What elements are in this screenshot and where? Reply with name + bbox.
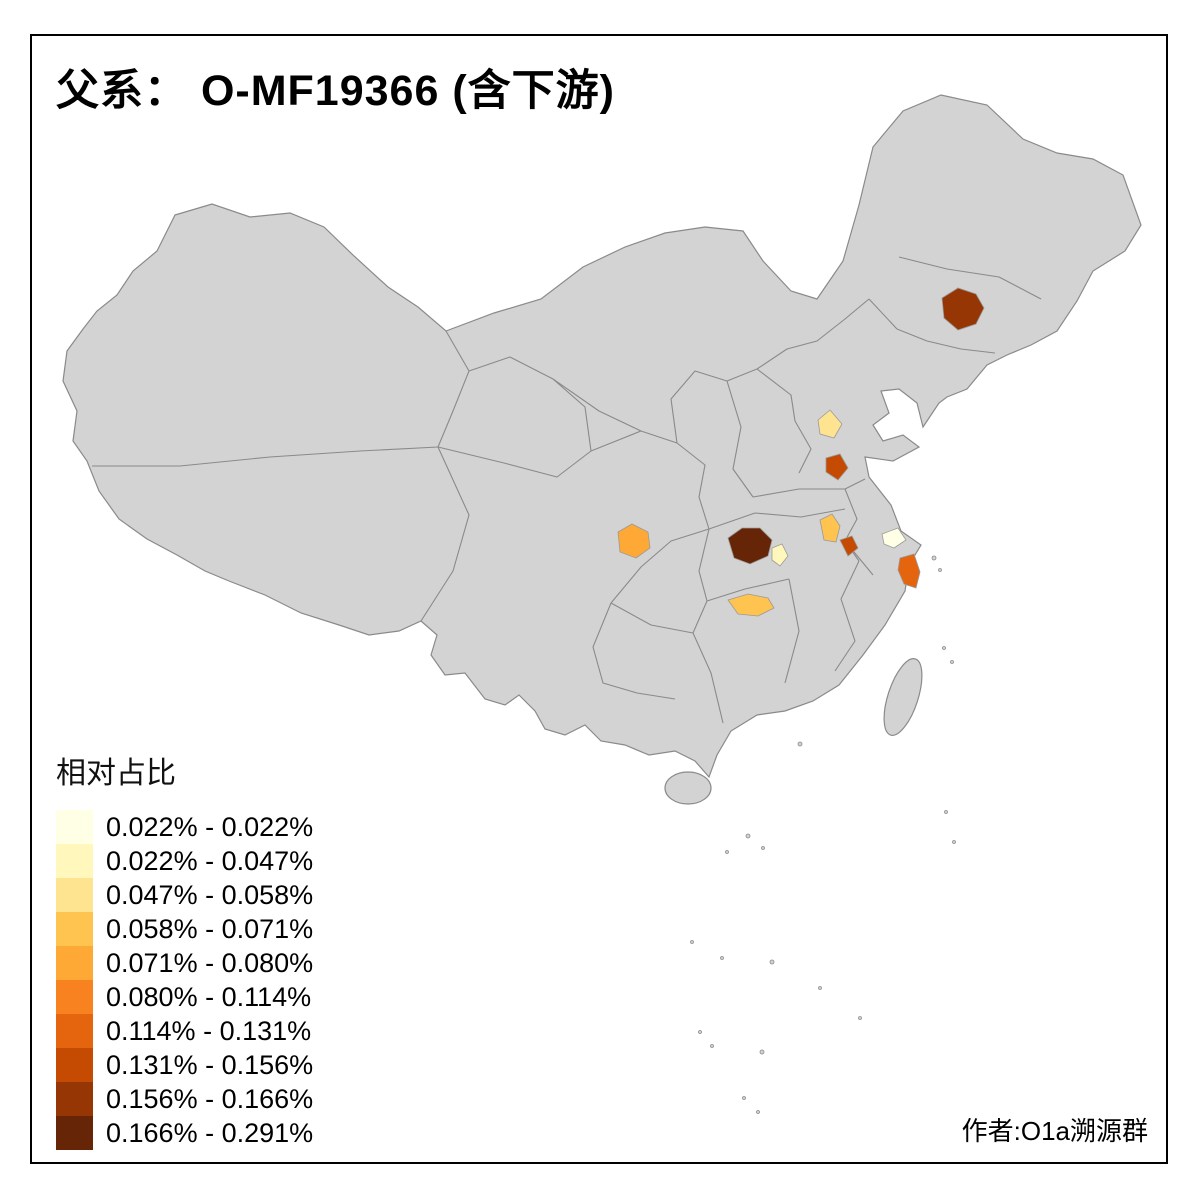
legend-swatch (56, 946, 93, 980)
legend-item: 0.071% - 0.080% (56, 946, 313, 980)
highlight-region-anhui-central (819, 513, 841, 543)
legend-swatch (56, 1048, 93, 1082)
highlight-region-shanghai-adjacent (881, 527, 907, 549)
legend: 相对占比 0.022% - 0.022% 0.022% - 0.047% 0.0… (56, 748, 313, 1150)
legend-item: 0.022% - 0.022% (56, 810, 313, 844)
figure-title: 父系： O-MF19366 (含下游) (56, 67, 615, 115)
legend-swatch (56, 1116, 93, 1150)
legend-label: 0.166% - 0.291% (106, 1117, 314, 1148)
highlight-region-anhui-east (839, 535, 859, 557)
legend-label: 0.080% - 0.114% (106, 981, 312, 1012)
islands (664, 658, 923, 805)
taiwan-island (883, 658, 923, 736)
legend-swatch (56, 980, 93, 1014)
legend-label: 0.114% - 0.131% (106, 1015, 312, 1046)
sea-islands (690, 555, 956, 1114)
legend-item: 0.131% - 0.156% (56, 1048, 313, 1082)
legend-item: 0.047% - 0.058% (56, 878, 313, 912)
province-borders (92, 256, 1042, 724)
legend-label: 0.156% - 0.166% (106, 1083, 314, 1114)
legend-label: 0.058% - 0.071% (106, 913, 314, 944)
legend-label: 0.022% - 0.022% (106, 811, 314, 842)
legend-swatch (56, 878, 93, 912)
author-credit: 作者:O1a溯源群 (961, 1116, 1148, 1146)
highlight-region-hubei-west (727, 527, 773, 565)
legend-label: 0.047% - 0.058% (106, 879, 314, 910)
legend-item: 0.058% - 0.071% (56, 912, 313, 946)
highlight-region-huaibei (825, 453, 849, 481)
legend-item: 0.156% - 0.166% (56, 1082, 313, 1116)
legend-label: 0.071% - 0.080% (106, 947, 314, 978)
mainland (62, 94, 1142, 779)
legend-item: 0.022% - 0.047% (56, 844, 313, 878)
china-mainland-shape (62, 94, 1142, 779)
legend-swatch (56, 1082, 93, 1116)
hainan-island (664, 771, 712, 805)
highlight-region-chengdu (617, 523, 651, 559)
legend-swatch (56, 912, 93, 946)
highlight-region-hunan-north (727, 593, 775, 617)
legend-swatch (56, 810, 93, 844)
legend-title: 相对占比 (56, 757, 176, 790)
highlight-region-northeast (941, 287, 985, 331)
legend-item: 0.080% - 0.114% (56, 980, 313, 1014)
legend-swatch (56, 1014, 93, 1048)
highlight-region-shandong-west (817, 409, 843, 439)
highlighted-regions (617, 287, 985, 617)
legend-item: 0.114% - 0.131% (56, 1014, 313, 1048)
legend-item: 0.166% - 0.291% (56, 1116, 313, 1150)
highlight-region-hubei-east (771, 543, 789, 567)
legend-label: 0.022% - 0.047% (106, 845, 314, 876)
legend-swatch (56, 844, 93, 878)
highlight-region-zhejiang-north (897, 553, 921, 589)
legend-label: 0.131% - 0.156% (106, 1049, 314, 1080)
